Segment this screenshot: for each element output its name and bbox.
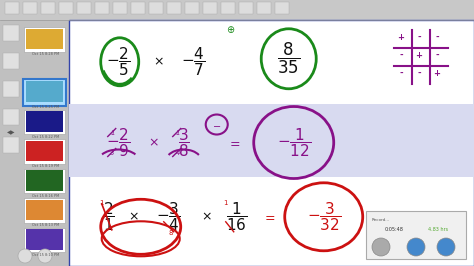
Text: -: - [435,51,439,60]
Text: $\times$: $\times$ [154,55,164,68]
Bar [221,2,235,14]
Bar [275,2,289,14]
Bar [41,2,55,14]
Text: $\times$: $\times$ [148,136,159,149]
Circle shape [38,249,52,263]
Text: 4: 4 [175,149,180,156]
Text: $=$: $=$ [227,136,241,149]
Text: $\dfrac{2}{1}$: $\dfrac{2}{1}$ [103,200,115,233]
FancyBboxPatch shape [24,27,65,52]
FancyBboxPatch shape [23,79,66,106]
FancyBboxPatch shape [22,20,69,266]
FancyBboxPatch shape [26,229,63,250]
Bar [3,137,19,153]
Bar [77,2,91,14]
Text: $-\dfrac{4}{7}$: $-\dfrac{4}{7}$ [182,45,206,78]
FancyBboxPatch shape [69,20,474,266]
Text: Record...: Record... [372,218,390,222]
Text: 8: 8 [168,230,173,236]
Bar [59,2,73,14]
Bar [95,2,109,14]
Bar [3,53,19,69]
Text: +: + [434,69,440,78]
FancyBboxPatch shape [69,104,474,177]
Circle shape [437,238,455,256]
Bar [257,2,271,14]
Text: 4.83 hrs: 4.83 hrs [428,227,448,232]
Text: 3: 3 [110,149,115,156]
Bar [185,2,199,14]
Bar [203,2,217,14]
Text: $\times$: $\times$ [128,210,139,223]
Text: $\dfrac{8}{35}$: $\dfrac{8}{35}$ [277,41,301,76]
FancyBboxPatch shape [26,81,63,102]
FancyBboxPatch shape [24,139,65,164]
FancyBboxPatch shape [26,28,63,49]
FancyBboxPatch shape [26,170,63,191]
Text: -: - [399,69,403,78]
Text: $-\dfrac{1}{12}$: $-\dfrac{1}{12}$ [277,126,311,159]
Text: $-\dfrac{2}{5}$: $-\dfrac{2}{5}$ [107,45,131,78]
FancyBboxPatch shape [24,80,65,105]
Text: ◀▶: ◀▶ [7,131,15,135]
Bar [149,2,163,14]
Text: Oct 15 8:28 PM: Oct 15 8:28 PM [32,52,59,56]
FancyBboxPatch shape [26,140,63,161]
Text: 1: 1 [110,130,115,135]
Text: $-\dfrac{3}{32}$: $-\dfrac{3}{32}$ [307,200,341,233]
Text: +: + [416,51,422,60]
FancyBboxPatch shape [26,200,63,221]
Text: $-\dfrac{2}{9}$: $-\dfrac{2}{9}$ [107,126,131,159]
FancyBboxPatch shape [26,81,63,102]
FancyBboxPatch shape [366,211,466,259]
Bar [3,81,19,97]
FancyBboxPatch shape [26,111,63,132]
Circle shape [18,249,32,263]
Text: Oct 15 8:16 PM: Oct 15 8:16 PM [32,194,59,198]
Text: Oct 15 8:13 PM: Oct 15 8:13 PM [32,223,59,227]
Text: $-$: $-$ [212,119,221,130]
Text: $\times$: $\times$ [201,210,212,223]
Bar [3,109,19,125]
Text: Oct 15 8:10 PM: Oct 15 8:10 PM [32,253,59,257]
Text: -: - [417,33,421,42]
Bar [239,2,253,14]
Circle shape [372,238,390,256]
Bar [113,2,127,14]
Text: 1: 1 [175,130,180,135]
Text: $=$: $=$ [262,210,275,223]
Bar [167,2,181,14]
Text: -: - [399,51,403,60]
Text: -: - [435,33,439,42]
Circle shape [407,238,425,256]
Text: $\dfrac{1}{16}$: $\dfrac{1}{16}$ [226,200,247,233]
Text: Oct 15 8:25 PM: Oct 15 8:25 PM [32,105,59,109]
Bar [3,25,19,41]
FancyBboxPatch shape [24,198,65,223]
Text: $\oplus$: $\oplus$ [226,24,236,35]
FancyBboxPatch shape [0,20,22,266]
Text: 1: 1 [100,200,104,206]
Text: -: - [417,69,421,78]
Text: $\dfrac{3}{8}$: $\dfrac{3}{8}$ [178,126,190,159]
Text: +: + [398,33,404,42]
Bar [131,2,145,14]
Bar [23,2,37,14]
FancyBboxPatch shape [0,0,474,20]
Text: Oct 15 8:22 PM: Oct 15 8:22 PM [32,135,59,139]
Text: $-\dfrac{3}{4}$: $-\dfrac{3}{4}$ [156,200,181,233]
Text: 0:05:48: 0:05:48 [384,227,403,232]
FancyBboxPatch shape [24,169,65,193]
FancyBboxPatch shape [24,228,65,252]
Text: 1: 1 [223,200,228,206]
FancyBboxPatch shape [24,110,65,134]
Text: Oct 15 8:19 PM: Oct 15 8:19 PM [32,164,59,168]
Bar [5,2,19,14]
